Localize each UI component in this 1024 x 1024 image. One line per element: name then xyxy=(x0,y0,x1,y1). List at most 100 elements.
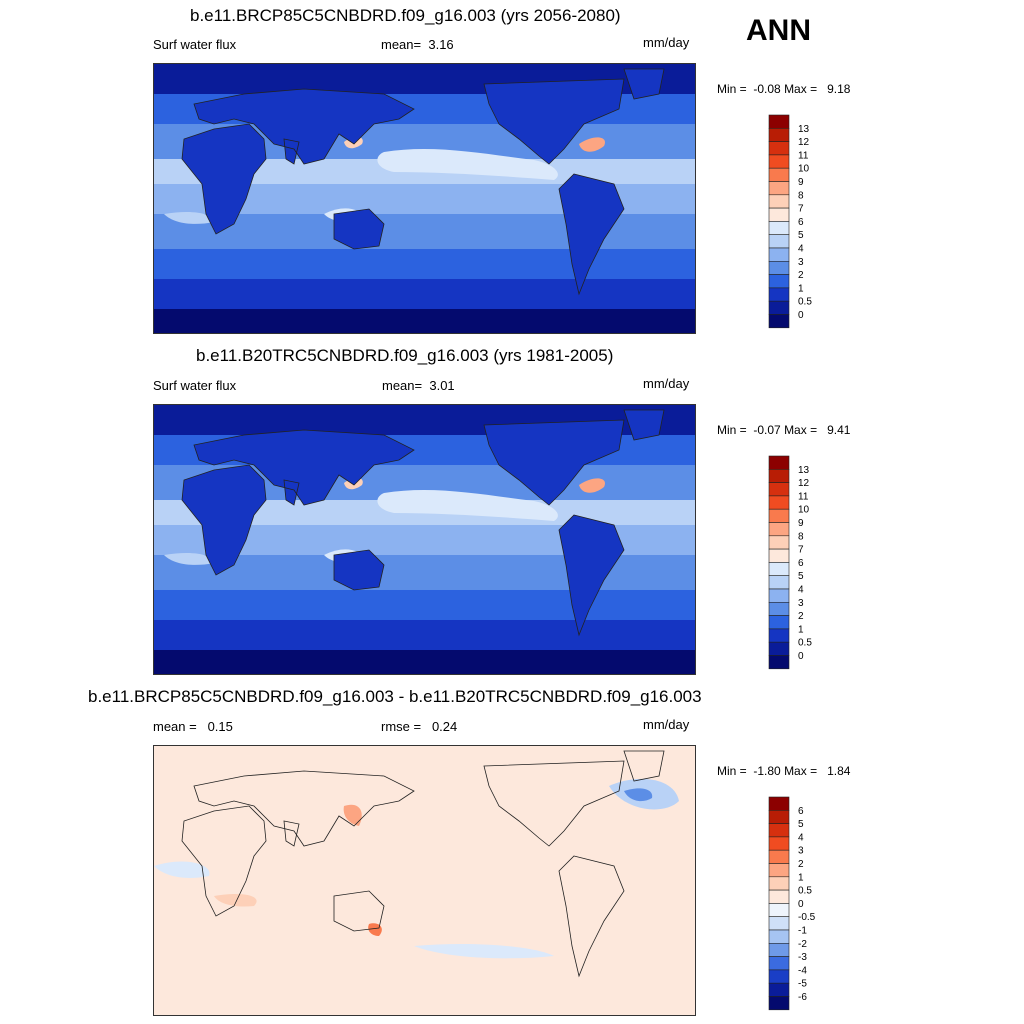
colorbar-swatch xyxy=(768,455,790,470)
colorbar-swatch xyxy=(768,836,790,851)
negative-anomaly-region xyxy=(154,861,210,878)
colorbar-swatch xyxy=(768,508,790,523)
land-region xyxy=(182,124,266,234)
colorbar-swatch xyxy=(768,114,790,129)
map-historical xyxy=(153,404,696,675)
colorbar-tick-label: 11 xyxy=(798,491,809,502)
land-region xyxy=(334,550,384,590)
field-band xyxy=(154,309,695,333)
colorbar-tick-label: 5 xyxy=(798,819,804,830)
coastline xyxy=(193,429,415,506)
coastline xyxy=(181,123,267,235)
colorbar-swatch xyxy=(768,207,790,222)
ocean-region xyxy=(164,211,214,224)
colorbar-tick-label: 0.5 xyxy=(798,297,812,308)
colorbar-tick-label: -3 xyxy=(798,952,807,963)
max-value: 9.18 xyxy=(827,82,851,96)
colorbar-tick-label: -1 xyxy=(798,926,807,937)
colorbar-swatch xyxy=(768,141,790,156)
positive-anomaly-region xyxy=(368,923,382,936)
mean-label-text: mean = xyxy=(153,719,197,734)
coastline xyxy=(558,173,625,296)
colorbar-tick-label: 3 xyxy=(798,598,804,609)
colorbar-tick-label: 4 xyxy=(798,244,804,255)
field-band xyxy=(154,650,695,674)
colorbar-swatch xyxy=(768,863,790,878)
min-label: Min = xyxy=(717,82,747,96)
land-region xyxy=(484,79,624,164)
colorbar-tick-label: 12 xyxy=(798,478,810,489)
colorbar-tick-label: 13 xyxy=(798,465,810,476)
colorbar-tick-label: 2 xyxy=(798,859,804,870)
variable-label: Surf water flux xyxy=(153,378,237,393)
coastline xyxy=(558,855,625,978)
colorbar-tick-label: 5 xyxy=(798,571,804,582)
colorbar-tick-label: 6 xyxy=(798,217,804,228)
max-label: Max = xyxy=(784,764,818,778)
max-label: Max = xyxy=(784,423,818,437)
colorbar-swatch xyxy=(768,996,790,1011)
mean-label-text: mean= xyxy=(382,378,423,393)
max-value: 9.41 xyxy=(827,423,851,437)
panel-title: b.e11.BRCP85C5CNBDRD.f09_g16.003 - b.e11… xyxy=(88,687,702,706)
colorbar-tick-label: 0 xyxy=(798,899,804,910)
min-label: Min = xyxy=(717,764,747,778)
colorbar-swatch xyxy=(768,287,790,302)
coastline xyxy=(623,68,665,100)
panel-title: b.e11.BRCP85C5CNBDRD.f09_g16.003 (yrs 20… xyxy=(190,6,621,25)
colorbar-swatch xyxy=(768,167,790,182)
colorbar-tick-label: -0.5 xyxy=(798,912,816,923)
map-future xyxy=(153,63,696,334)
colorbar-swatch xyxy=(768,628,790,643)
rmse-label: rmse = 0.24 xyxy=(381,719,457,734)
coastline xyxy=(283,138,300,165)
negative-anomaly-region xyxy=(414,944,554,959)
colorbar-swatch xyxy=(768,796,790,811)
mean-label: mean = 0.15 xyxy=(153,719,233,734)
colorbar-swatch xyxy=(768,495,790,510)
colorbar-tick-label: 2 xyxy=(798,270,804,281)
colorbar-swatch xyxy=(768,300,790,315)
min-label: Min = xyxy=(717,423,747,437)
colorbar-tick-label: 0 xyxy=(798,651,804,662)
min-max-label: Min = -1.80 Max = 1.84 xyxy=(717,764,850,778)
colorbar-tick-label: -2 xyxy=(798,939,807,950)
coastline xyxy=(558,514,625,637)
positive-anomaly-region xyxy=(214,894,257,907)
land-region xyxy=(559,515,624,635)
colorbar-tick-label: 1 xyxy=(798,624,804,635)
min-max-label: Min = -0.07 Max = 9.41 xyxy=(717,423,850,437)
colorbar-tick-label: 4 xyxy=(798,832,804,843)
coastline xyxy=(283,820,300,847)
mean-value: 3.01 xyxy=(429,378,455,393)
land-region xyxy=(194,430,414,505)
min-value: -0.07 xyxy=(753,423,781,437)
colorbar-swatch xyxy=(768,823,790,838)
colorbar-swatch xyxy=(768,194,790,209)
colorbar-swatch xyxy=(768,641,790,656)
units-label: mm/day xyxy=(643,717,690,732)
coastline xyxy=(181,464,267,576)
colorbar-swatch xyxy=(768,943,790,957)
rmse-label-text: rmse = xyxy=(381,719,422,734)
land-region xyxy=(182,465,266,575)
map-difference xyxy=(153,745,696,1016)
colorbar-swatch xyxy=(768,575,790,590)
colorbar-swatch xyxy=(768,956,790,971)
colorbar-tick-label: 7 xyxy=(798,204,804,215)
season-label: ANN xyxy=(746,14,811,47)
colorbar-tick-label: -6 xyxy=(798,992,807,1003)
coastline xyxy=(623,409,665,441)
land-region xyxy=(624,410,664,440)
colorbar-swatch xyxy=(768,314,790,329)
colorbar-swatch xyxy=(768,128,790,142)
colorbar-tick-label: 4 xyxy=(798,585,804,596)
colorbar-swatch xyxy=(768,548,790,563)
colorbar-swatch xyxy=(768,469,790,483)
colorbar-swatch xyxy=(768,588,790,603)
field-band xyxy=(154,590,695,620)
colorbar-tick-label: 10 xyxy=(798,164,810,175)
colorbar-swatch xyxy=(768,221,790,236)
min-value: -1.80 xyxy=(753,764,781,778)
mean-label: mean= 3.16 xyxy=(381,37,454,52)
